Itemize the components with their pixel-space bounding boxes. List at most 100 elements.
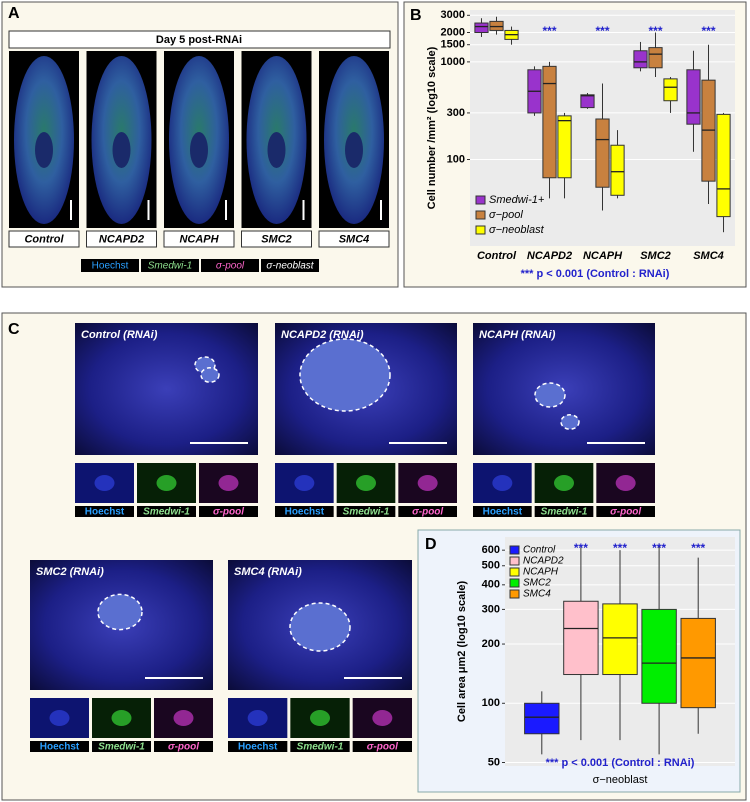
significance: *** [648,24,662,38]
legend-label: SMC4 [523,589,551,600]
significance: *** [613,541,627,555]
x-tick-label: NCAPH [583,250,623,262]
image-title: SMC2 (RNAi) [36,566,104,578]
channel-cell [173,710,194,726]
label-box [8,230,80,248]
channel-label: Smedwi-1 [297,742,344,753]
channel-chip [81,259,139,272]
y-tick-label: 1500 [441,39,465,51]
label-box [318,230,390,248]
y-tick-label: 1000 [441,56,465,68]
channel-chip [473,506,532,517]
channel-chip [336,506,396,517]
legend-swatch [509,556,520,566]
channel-cell [356,475,376,491]
p-value-note: *** p < 0.001 (Control : RNAi) [521,268,670,280]
legend-swatch [475,195,486,205]
significance: *** [652,541,666,555]
box [563,600,599,676]
image-title: Control (RNAi) [81,329,158,341]
cell [97,593,143,631]
pharynx [35,132,53,168]
channel-label: Smedwi-1 [541,507,588,518]
legend-label: σ−pool [489,209,523,221]
image-title: NCAPD2 (RNAi) [281,329,364,341]
box [580,94,595,109]
legend-swatch [509,567,520,577]
micrograph [75,323,258,455]
box [633,50,648,69]
channel-label: σ-pool [213,507,244,518]
channel-label: σ-pool [412,507,443,518]
box [716,113,731,218]
image-label: SMC4 [339,233,370,245]
channel-label: σ-neoblast [266,261,314,272]
legend-swatch [475,210,486,220]
legend-label: SMC2 [523,578,551,589]
cell [560,414,580,430]
channel-chip [596,506,655,517]
legend-label: NCAPD2 [523,556,564,567]
channel-label: Hoechst [85,507,125,518]
p-value-note: *** p < 0.001 (Control : RNAi) [546,757,695,769]
box [595,118,610,188]
channel-label: Hoechst [40,742,80,753]
significance: *** [701,24,715,38]
label-box [86,230,157,248]
label-box [163,230,235,248]
legend-swatch [509,545,520,555]
channel-chip [352,741,412,752]
box [641,608,677,704]
channel-label: Hoechst [483,507,523,518]
x-tick-label: NCAPD2 [527,250,572,262]
pharynx [345,132,363,168]
legend-label: σ−neoblast [489,224,545,236]
y-tick-label: 50 [488,756,500,768]
box [524,702,560,735]
panel-title: Day 5 post-RNAi [156,34,242,46]
channel-cell [94,475,115,491]
channel-cell [49,710,70,726]
y-tick-label: 200 [482,638,500,650]
channel-cell [294,475,315,491]
channel-chip [75,506,134,517]
box [686,69,701,125]
y-tick-label: 300 [447,107,465,119]
image-label: SMC2 [261,233,292,245]
channel-label: σ-pool [367,742,398,753]
channel-cell [372,710,393,726]
channel-chip [228,741,288,752]
legend-swatch [509,589,520,599]
channel-chip [137,506,196,517]
image-label: Control [24,233,64,245]
channel-chip [30,741,89,752]
x-axis-title: σ−neoblast [593,774,648,786]
image-label: NCAPH [179,233,219,245]
channel-cell [156,475,177,491]
channel-label: Hoechst [285,507,325,518]
channel-label: Smedwi-1 [98,742,145,753]
pharynx [190,132,208,168]
legend-swatch [475,225,486,235]
box [648,47,663,69]
pharynx [112,132,131,168]
channel-label: σ-pool [168,742,199,753]
channel-cell [310,710,330,726]
y-tick-label: 300 [482,603,500,615]
channel-chip [199,506,258,517]
channel-chip [290,741,350,752]
cell [200,367,220,383]
channel-chip [261,259,319,272]
channel-label: Smedwi-1 [143,507,190,518]
y-axis-title: Cell area μm2 (log10 scale) [456,581,468,723]
channel-label: σ-pool [610,507,641,518]
channel-label: σ-pool [216,261,245,272]
significance: *** [574,541,588,555]
y-tick-label: 3000 [441,9,465,21]
box [557,115,572,179]
panel-letter: A [8,5,20,22]
box [474,22,489,33]
channel-label: Smedwi-1 [343,507,390,518]
pharynx [267,132,286,168]
legend-label: Smedwi-1+ [489,194,545,206]
